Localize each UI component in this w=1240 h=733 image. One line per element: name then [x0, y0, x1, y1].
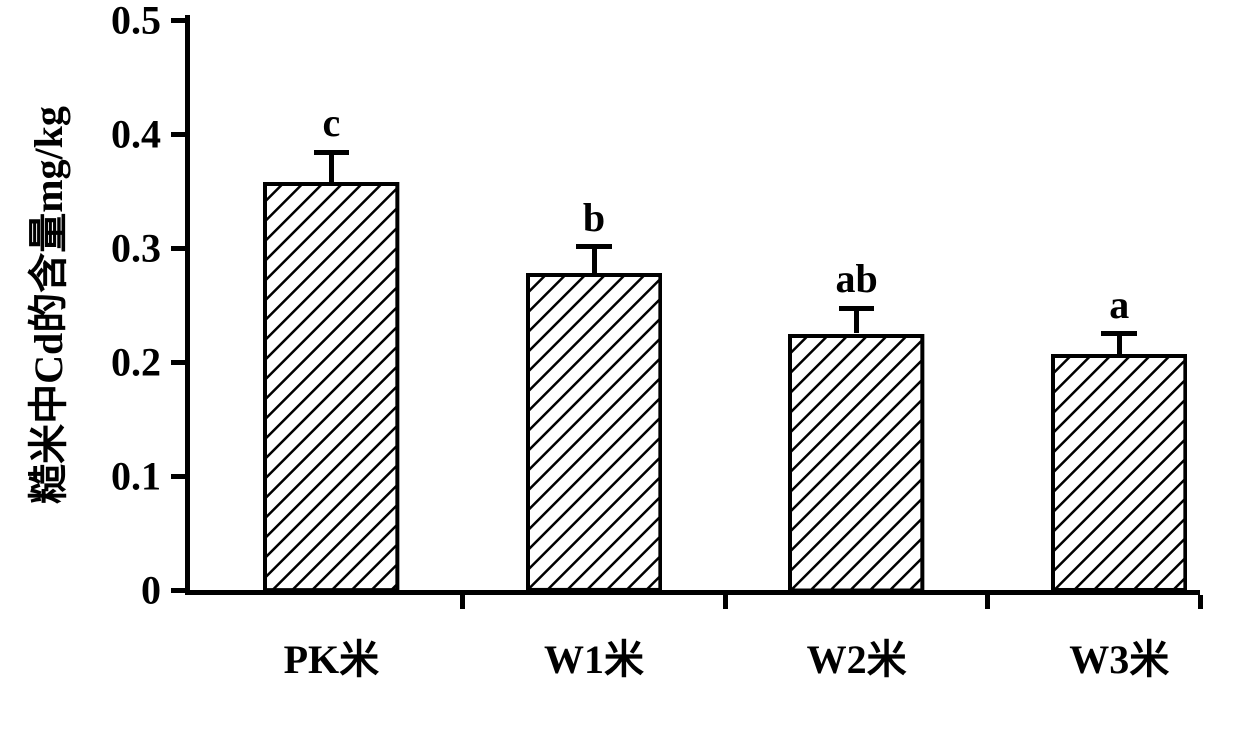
x-tick-label: W1米 — [544, 627, 644, 685]
significance-label: a — [1109, 281, 1129, 328]
y-tick-label: 0.5 — [0, 0, 161, 44]
y-tick-label: 0.2 — [0, 339, 161, 386]
error-bar-stem — [1117, 334, 1122, 355]
x-tick-mark — [1198, 595, 1203, 609]
error-bar-cap — [839, 306, 874, 311]
y-tick-label: 0.3 — [0, 225, 161, 272]
y-tick-mark — [171, 246, 185, 251]
y-tick-mark — [171, 474, 185, 479]
error-bar-cap — [1101, 331, 1136, 336]
error-bar-cap — [314, 150, 349, 155]
x-tick-mark — [460, 595, 465, 609]
y-tick-mark — [171, 18, 185, 23]
significance-label: c — [323, 99, 341, 146]
y-tick-label: 0.4 — [0, 111, 161, 158]
y-tick-label: 0 — [0, 567, 161, 614]
y-axis-line — [185, 15, 190, 590]
y-axis-title: 糙米中Cd的含量mg/kg — [16, 106, 74, 504]
x-tick-mark — [985, 595, 990, 609]
y-tick-mark — [171, 360, 185, 365]
bar — [788, 334, 924, 591]
error-bar-stem — [329, 152, 334, 182]
error-bar-cap — [576, 244, 611, 249]
y-tick-mark — [171, 588, 185, 593]
bar — [526, 273, 662, 590]
bar — [1051, 354, 1187, 590]
x-tick-label: W2米 — [807, 627, 907, 685]
x-axis-line — [185, 590, 1200, 595]
y-tick-label: 0.1 — [0, 453, 161, 500]
y-tick-mark — [171, 132, 185, 137]
significance-label: ab — [835, 255, 877, 302]
bar — [263, 182, 399, 590]
x-tick-label: W3米 — [1069, 627, 1169, 685]
error-bar-stem — [592, 247, 597, 273]
bar-chart: 糙米中Cd的含量mg/kg 0 0.1 0.2 0.3 0.4 0.5 PK米 W1米 W2米… — [0, 0, 1240, 733]
significance-label: b — [583, 194, 605, 241]
x-tick-mark — [723, 595, 728, 609]
x-tick-label: PK米 — [284, 627, 380, 685]
error-bar-stem — [854, 308, 859, 333]
